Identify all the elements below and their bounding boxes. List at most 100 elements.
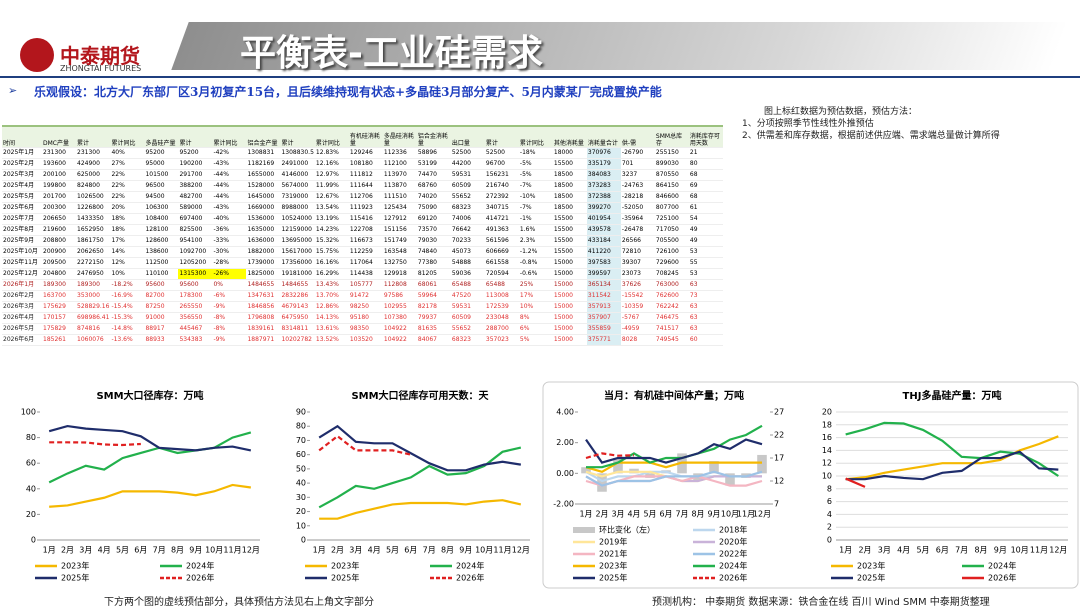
x-tick-label: 6月 [404, 546, 417, 555]
table-cell: 79030 [416, 235, 451, 247]
table-cell: 1347631 [246, 290, 281, 302]
line [49, 441, 141, 447]
table-cell: 17356000 [280, 257, 315, 269]
table-cell: 825500 [178, 224, 213, 236]
table-cell: -5767 [620, 312, 655, 324]
table-cell: 58896 [416, 147, 451, 159]
x-tick-label: 4月 [368, 546, 381, 555]
table-cell: 491363 [484, 224, 519, 236]
table-cell: -14.8% [110, 323, 145, 335]
table-cell: 91000 [144, 312, 179, 324]
legend-label: 2026年 [186, 573, 214, 583]
table-cell: 272392 [484, 191, 519, 203]
x-tick-label: 2月 [331, 546, 344, 555]
table-cell: 357913 [586, 301, 621, 313]
table-cell: 68760 [416, 180, 451, 192]
table-cell: -43% [212, 158, 247, 170]
bullet: ➢ [8, 84, 18, 97]
header-cell: 累计同比 [110, 125, 145, 148]
table-cell: 111923 [348, 202, 383, 214]
table-row: 2026年6月 185261 1060076 -13.6% 88933 534383 -9%… [2, 334, 723, 346]
table-cell: 18% [110, 224, 145, 236]
table-cell: 291700 [178, 169, 213, 181]
table-cell: 3237 [620, 169, 655, 181]
table-cell: 357023 [484, 334, 519, 346]
table-cell: 15500 [552, 224, 587, 236]
table-cell: 726100 [654, 246, 689, 258]
table-cell: 763000 [654, 279, 689, 291]
y-tick-label: -2.00 [553, 500, 574, 509]
table-cell: -28218 [620, 191, 655, 203]
table-row: 2025年9月 208800 1861750 17% 128600 954100 -33% 1… [2, 235, 723, 247]
table-cell: -0.6% [518, 268, 553, 280]
table-cell: 127912 [382, 213, 417, 225]
table-cell: 108180 [348, 158, 383, 170]
note-line: 2、供需差和库存数据，根据前述供应端、需求端总量做计算所得 [742, 131, 1000, 141]
table-cell: -35964 [620, 213, 655, 225]
table-cell: 399270 [586, 202, 621, 214]
table-cell: 201700 [42, 191, 76, 203]
x-tick-label: 12月 [1049, 546, 1067, 555]
x-tick-label: 5月 [386, 546, 399, 555]
table-cell: 2026年1月 [2, 279, 42, 291]
table-cell: 53 [688, 268, 723, 280]
table-cell: 1861750 [76, 235, 111, 247]
table-cell: 22% [110, 180, 145, 192]
table-cell: 534383 [178, 334, 213, 346]
table-cell: 63 [688, 301, 723, 313]
header-cell: 累计同比 [518, 125, 553, 148]
table-cell: 18500 [552, 169, 587, 181]
table-cell: 10% [110, 268, 145, 280]
table-cell: 61 [688, 202, 723, 214]
table-cell: 397583 [586, 257, 621, 269]
x-tick-label: 3月 [611, 510, 624, 519]
table-cell: 73570 [416, 224, 451, 236]
line [586, 424, 763, 469]
table-cell: 128600 [144, 235, 179, 247]
y-tick-label: 0 [301, 536, 306, 545]
table-cell: 104922 [382, 334, 417, 346]
table-cell: 698986.41 [76, 312, 111, 324]
y-tick-label: 2 [827, 523, 832, 532]
x-tick-label: 4月 [627, 510, 640, 519]
table-cell: 15500 [552, 235, 587, 247]
table-cell: 209500 [42, 257, 76, 269]
table-cell: 15000 [552, 257, 587, 269]
table-cell: -10359 [620, 301, 655, 313]
table-cell: 185261 [42, 334, 76, 346]
header-cell: 累计同比 [314, 125, 349, 148]
table-cell: 53199 [416, 158, 451, 170]
x-tick-label: 7月 [955, 546, 968, 555]
table-cell: 384083 [586, 169, 621, 181]
table-cell: 1652950 [76, 224, 111, 236]
table-cell: 414721 [484, 213, 519, 225]
table-cell: 98250 [348, 301, 383, 313]
table-cell: 74470 [416, 169, 451, 181]
table-row: 2025年4月 199800 824800 22% 96500 388200 -44% 152… [2, 180, 723, 192]
table-cell: 88917 [144, 323, 179, 335]
table-cell: 68 [688, 169, 723, 181]
line [48, 424, 252, 452]
table-cell: 954100 [178, 235, 213, 247]
line [585, 452, 635, 460]
legend-label: 2020年 [719, 537, 747, 547]
table-row: 2026年5月 175829 874816 -14.8% 88917 445467 -8% 1… [2, 323, 723, 335]
header-cell: 供-需 [620, 125, 655, 148]
table-cell: 1887971 [246, 334, 281, 346]
table-cell: 2025年10月 [2, 246, 42, 258]
table-cell: 189300 [42, 279, 76, 291]
line [318, 424, 522, 472]
table-cell: 14% [110, 246, 145, 258]
table-cell: 116673 [348, 235, 383, 247]
table-cell: 68323 [450, 202, 485, 214]
x-tick-label: 4月 [98, 546, 111, 555]
x-tick-label: 11月 [223, 546, 241, 555]
table-cell: 561596 [484, 235, 519, 247]
x-tick-label: 1月 [839, 546, 852, 555]
table-cell: 6475950 [280, 312, 315, 324]
table-cell: 163700 [42, 290, 76, 302]
table-cell: -8% [212, 323, 247, 335]
table-cell: -33% [212, 235, 247, 247]
table-cell: 255150 [654, 147, 689, 159]
chart-title: 当月：有机硅中间体产量；万吨 [604, 389, 744, 402]
